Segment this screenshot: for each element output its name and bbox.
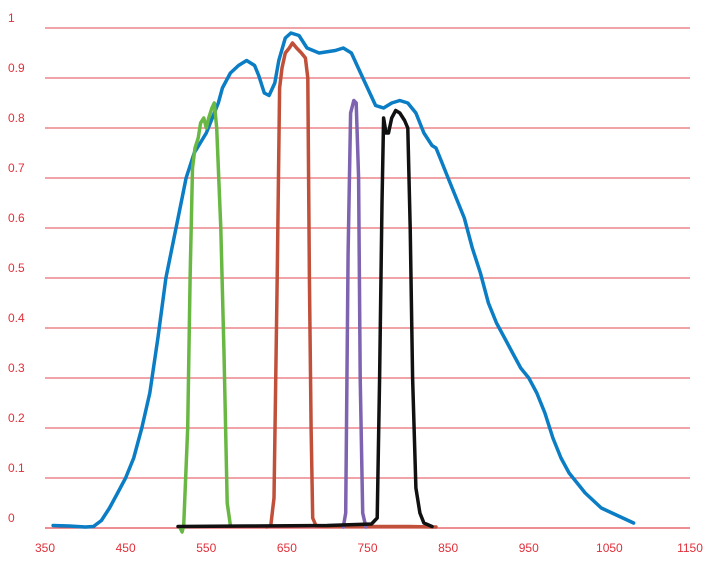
x-tick-label-3: 650 xyxy=(277,541,297,555)
y-tick-label-10: 1 xyxy=(8,11,15,25)
y-tick-label-7: 0.7 xyxy=(8,161,25,175)
tick-layer: 0 0.1 0.2 0.3 0.4 0.5 0.6 0.7 0.8 0.9 1 350 450 550 65… xyxy=(8,11,703,555)
y-tick-label-4: 0.4 xyxy=(8,311,25,325)
x-tick-label-7: 1050 xyxy=(596,541,623,555)
y-tick-label-2: 0.2 xyxy=(8,411,25,425)
series-line-4 xyxy=(176,108,434,529)
y-tick-label-3: 0.3 xyxy=(8,361,25,375)
x-tick-label-1: 450 xyxy=(116,541,136,555)
y-tick-label-6: 0.6 xyxy=(8,211,25,225)
x-tick-label-6: 950 xyxy=(519,541,539,555)
y-tick-label-8: 0.8 xyxy=(8,111,25,125)
series-line-1 xyxy=(177,101,233,534)
series-line-0 xyxy=(51,31,636,529)
x-tick-label-4: 750 xyxy=(357,541,377,555)
x-tick-label-5: 850 xyxy=(438,541,458,555)
y-tick-label-1: 0.1 xyxy=(8,461,25,475)
y-tick-label-5: 0.5 xyxy=(8,261,25,275)
series-layer xyxy=(51,31,636,534)
grid-layer xyxy=(45,27,690,529)
x-tick-label-0: 350 xyxy=(35,541,55,555)
x-tick-label-2: 550 xyxy=(196,541,216,555)
y-tick-label-0: 0 xyxy=(8,511,15,525)
x-tick-label-8: 1150 xyxy=(677,541,703,555)
series-line-3 xyxy=(341,98,368,529)
y-tick-label-9: 0.9 xyxy=(8,61,25,75)
